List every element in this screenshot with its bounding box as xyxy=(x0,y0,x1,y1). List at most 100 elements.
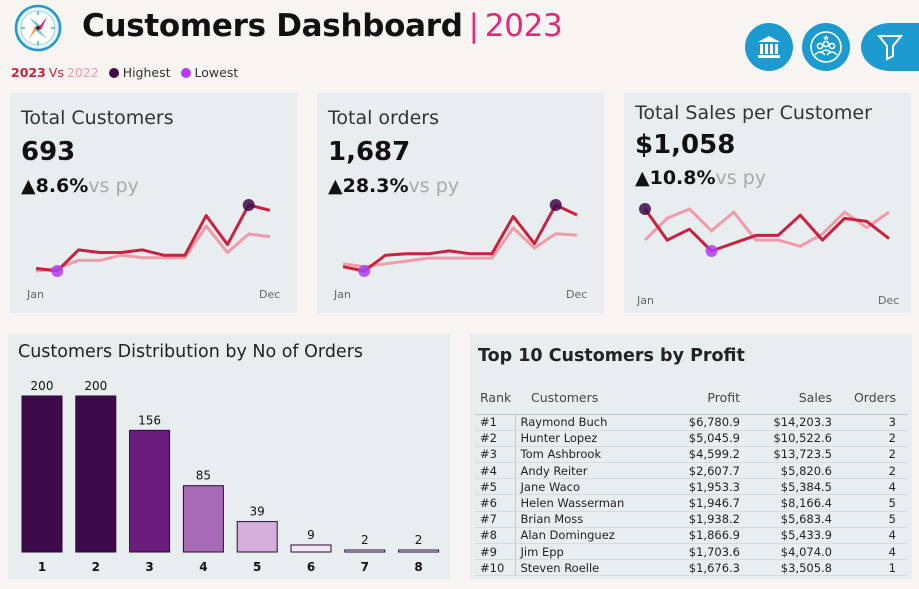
header-rank[interactable]: Rank xyxy=(475,382,515,415)
filter-button[interactable] xyxy=(861,23,919,71)
kpi-delta-value: ▲10.8% xyxy=(635,167,716,189)
bank-icon xyxy=(758,36,780,58)
table-row[interactable]: #3 Tom Ashbrook $4,599.2 $13,723.5 2 xyxy=(475,446,908,464)
top10-title: Top 10 Customers by Profit xyxy=(478,346,745,366)
cell-customer: Raymond Buch xyxy=(515,414,655,431)
highest-point-marker[interactable] xyxy=(639,203,651,215)
kpi-delta-suffix: vs py xyxy=(88,175,139,197)
highest-point-marker[interactable] xyxy=(242,199,255,211)
kpi-card-total-customers: Total Customers 693 ▲8.6%vs py Jan Dec xyxy=(10,93,297,313)
cell-sales: $13,723.5 xyxy=(740,446,832,464)
cell-sales: $3,505.8 xyxy=(740,559,832,577)
legend-vs: Vs xyxy=(48,65,64,80)
lowest-point-marker[interactable] xyxy=(358,265,371,277)
cell-profit: $1,953.3 xyxy=(655,478,740,496)
current-year-line xyxy=(342,203,578,273)
table-row[interactable]: #6 Helen Wasserman $1,946.7 $8,166.4 5 xyxy=(475,494,908,512)
cell-rank: #1 xyxy=(475,414,516,431)
category-tick-label: 6 xyxy=(307,560,315,574)
bar-value-label: 39 xyxy=(250,505,265,519)
cell-profit: $5,045.9 xyxy=(655,430,740,447)
table-row[interactable]: #2 Hunter Lopez $5,045.9 $10,522.6 2 xyxy=(475,430,908,447)
cell-orders: 4 xyxy=(832,543,908,561)
sparkline-chart xyxy=(35,199,271,277)
title-text: Customers Dashboard xyxy=(82,8,463,44)
lowest-point-marker[interactable] xyxy=(705,245,718,257)
cell-sales: $5,820.6 xyxy=(740,462,832,480)
table-row[interactable]: #4 Andy Reiter $2,607.7 $5,820.6 2 xyxy=(475,462,908,480)
category-tick-label: 5 xyxy=(253,560,261,574)
bar[interactable] xyxy=(236,521,278,553)
bar[interactable] xyxy=(182,485,224,553)
bar[interactable] xyxy=(129,429,171,553)
cell-sales: $5,683.4 xyxy=(740,511,832,528)
cell-profit: $1,938.2 xyxy=(655,511,740,528)
team-button[interactable] xyxy=(802,23,850,71)
cell-sales: $5,433.9 xyxy=(740,527,832,545)
previous-year-line xyxy=(35,224,271,273)
bar-value-label: 2 xyxy=(361,533,369,547)
bar-value-label: 200 xyxy=(84,379,107,393)
top10-card: Top 10 Customers by Profit Rank Customer… xyxy=(470,334,912,579)
cell-orders: 2 xyxy=(832,462,908,480)
cell-profit: $1,866.9 xyxy=(655,527,740,545)
team-icon xyxy=(810,31,842,63)
distribution-bar-chart: 200 1 200 2 156 3 85 4 39 5 9 6 2 7 2 8 xyxy=(21,379,440,574)
previous-year-line xyxy=(342,226,578,269)
kpi-title: Total Sales per Customer xyxy=(635,102,872,124)
kpi-value: 693 xyxy=(21,137,76,167)
cell-profit: $6,780.9 xyxy=(655,414,740,431)
kpi-delta: ▲28.3%vs py xyxy=(328,175,459,197)
axis-start-label: Jan xyxy=(27,288,44,301)
bar-value-label: 85 xyxy=(196,469,211,483)
legend: 2023 Vs 2022 Highest Lowest xyxy=(11,65,238,80)
cell-orders: 4 xyxy=(832,478,908,496)
axis-start-label: Jan xyxy=(637,294,654,307)
table-row[interactable]: #7 Brian Moss $1,938.2 $5,683.4 5 xyxy=(475,511,908,528)
table-row[interactable]: #5 Jane Waco $1,953.3 $5,384.5 4 xyxy=(475,478,908,496)
cell-sales: $14,203.3 xyxy=(740,414,832,431)
sparkline-chart xyxy=(639,203,890,257)
kpi-title: Total orders xyxy=(328,107,439,129)
bar[interactable] xyxy=(75,395,117,553)
table-row[interactable]: #1 Raymond Buch $6,780.9 $14,203.3 3 xyxy=(475,414,908,431)
kpi-delta: ▲10.8%vs py xyxy=(635,167,766,189)
legend-highest: Highest xyxy=(122,65,171,80)
header-customers[interactable]: Customers xyxy=(515,382,655,415)
category-tick-label: 2 xyxy=(92,560,100,574)
lowest-point-marker[interactable] xyxy=(51,265,64,277)
compass-icon xyxy=(14,4,62,52)
sparkline-chart xyxy=(342,199,578,277)
header-sales[interactable]: Sales xyxy=(740,382,832,415)
bar-value-label: 2 xyxy=(415,533,423,547)
highest-point-marker[interactable] xyxy=(549,199,562,211)
table-row[interactable]: #8 Alan Dominguez $1,866.9 $5,433.9 4 xyxy=(475,527,908,545)
header-profit[interactable]: Profit xyxy=(655,382,740,415)
bank-button[interactable] xyxy=(745,23,793,71)
cell-rank: #7 xyxy=(475,511,516,528)
bar[interactable] xyxy=(290,544,332,553)
bar[interactable] xyxy=(344,549,386,553)
kpi-delta-suffix: vs py xyxy=(715,167,767,189)
cell-sales: $8,166.4 xyxy=(740,494,832,512)
lowest-dot-icon xyxy=(180,67,191,78)
cell-sales: $10,522.6 xyxy=(740,430,832,447)
table-header-row: Rank Customers Profit Sales Orders xyxy=(475,382,908,415)
top10-table: Rank Customers Profit Sales Orders #1 Ray… xyxy=(475,382,908,577)
axis-start-label: Jan xyxy=(334,288,351,301)
distribution-title: Customers Distribution by No of Orders xyxy=(18,342,364,362)
kpi-delta: ▲8.6%vs py xyxy=(21,175,139,197)
cell-rank: #5 xyxy=(475,478,516,496)
table-row[interactable]: #10 Steven Roelle $1,676.3 $3,505.8 1 xyxy=(475,559,908,577)
cell-rank: #2 xyxy=(475,430,516,447)
bar[interactable] xyxy=(21,395,63,553)
bar-value-label: 200 xyxy=(31,379,54,393)
table-row[interactable]: #9 Jim Epp $1,703.6 $4,074.0 4 xyxy=(475,543,908,561)
kpi-delta-suffix: vs py xyxy=(408,175,460,197)
header-orders[interactable]: Orders xyxy=(832,382,908,415)
bar[interactable] xyxy=(398,549,440,553)
cell-orders: 5 xyxy=(832,511,908,528)
category-tick-label: 4 xyxy=(199,560,207,574)
legend-current-year: 2023 xyxy=(11,65,46,80)
previous-year-line xyxy=(643,207,890,248)
